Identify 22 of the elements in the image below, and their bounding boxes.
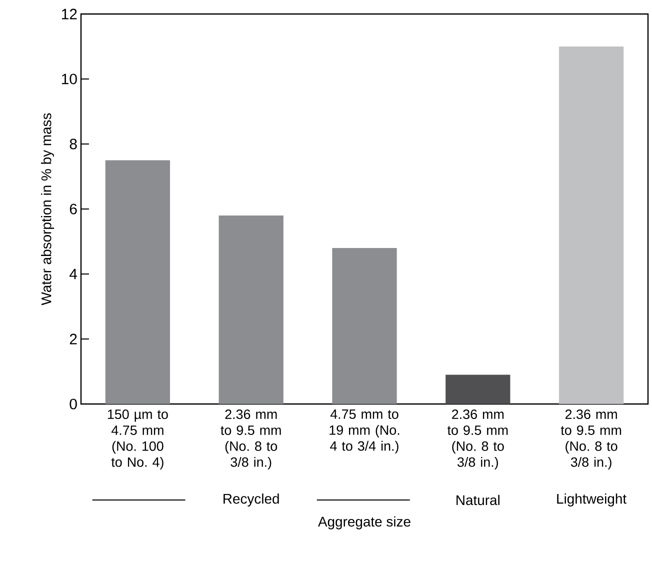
bar	[105, 160, 170, 404]
x-tick-label: 2.36 mm to 9.5 mm (No. 8 to 3/8 in.)	[220, 410, 281, 470]
y-tick-label: 8	[70, 138, 77, 150]
x-tick-label: 150 µm to 4.75 mm (No. 100 to No. 4)	[108, 410, 168, 470]
text: Recycled	[224, 493, 279, 506]
bar	[218, 215, 284, 404]
x-tick-label: 2.36 mm to 9.5 mm (No. 8 to 3/8 in.)	[447, 410, 508, 470]
y-tick-label: 6	[70, 204, 77, 214]
bar	[558, 46, 624, 404]
y-tick-label: 0	[70, 398, 77, 410]
y-tick-label: 2	[70, 334, 77, 344]
text: Lightweight	[557, 493, 626, 506]
text: Natural	[456, 494, 500, 506]
y-tick-label: 10	[62, 74, 77, 84]
x-axis-title: Aggregate size	[318, 516, 410, 530]
bar	[332, 248, 397, 404]
y-axis-title: Water absorption in % by mass	[41, 113, 54, 306]
bar	[446, 374, 510, 404]
x-tick-label: 4.75 mm to 19 mm (No. 4 to 3/4 in.)	[330, 410, 400, 454]
y-tick-label: 4	[70, 268, 78, 280]
y-tick-label: 12	[62, 8, 77, 20]
x-tick-label: 2.36 mm to 9.5 mm (No. 8 to 3/8 in.)	[560, 410, 622, 470]
